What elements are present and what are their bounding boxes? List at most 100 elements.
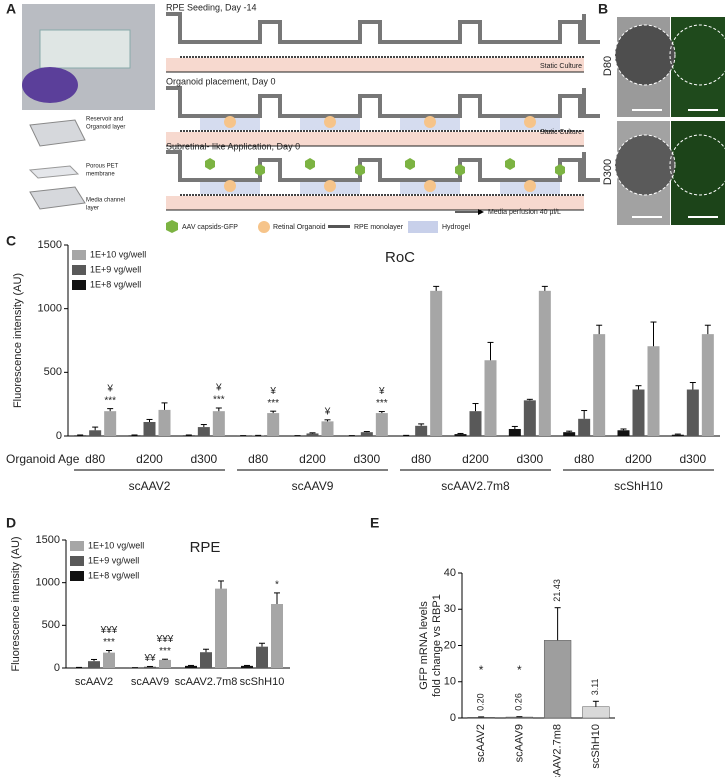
significance: *** [104, 395, 116, 406]
bar [307, 433, 319, 436]
x-tick-label: d300 [516, 452, 543, 466]
chart-title: RoC [385, 249, 415, 266]
bar [593, 334, 605, 436]
x-tick-label: scShH10 [240, 676, 285, 688]
bar [430, 291, 442, 436]
capsid [205, 158, 215, 170]
x-tick-label: d200 [625, 452, 652, 466]
capsid [555, 164, 565, 176]
step-title: Subretinal- like Application, Day 0 [166, 141, 300, 151]
value-label: 0.26 [514, 693, 524, 711]
y-tick-label: 1000 [38, 303, 62, 315]
y-tick-label: 1500 [36, 534, 60, 546]
bar [455, 434, 467, 436]
legend-swatch [70, 541, 84, 551]
significance: ¥ [106, 383, 113, 394]
bar [524, 400, 536, 436]
y-axis-label: Fluorescence intensity (AU) [10, 536, 22, 671]
x-tick-label: scAAV2.7m8 [175, 676, 238, 688]
legend-swatch [70, 571, 84, 581]
legend-text: 1E+8 vg/well [88, 570, 139, 580]
significance: *** [213, 395, 225, 406]
microscopy [615, 17, 726, 225]
organoid [324, 180, 336, 192]
bar [672, 435, 684, 436]
y-tick-label: 40 [444, 567, 456, 579]
panel-label: A [6, 1, 16, 17]
legend-icon [258, 221, 270, 233]
x-tick-label: scAAV2.7m8 [552, 724, 564, 777]
layer-label: layer [86, 206, 99, 212]
bar [267, 413, 279, 436]
y-tick-label: 1500 [38, 239, 62, 251]
significance: *** [376, 398, 388, 409]
x-tick-label: d300 [353, 452, 380, 466]
x-tick-label: d80 [411, 452, 431, 466]
step-title: Organoid placement, Day 0 [166, 76, 276, 86]
glove [22, 67, 78, 103]
organoid [524, 116, 536, 128]
layer-diagram: Reservoir and Organoid layer Porous PET … [30, 117, 125, 212]
perfusion-label: Media perfusion 40 µl/L [488, 209, 561, 216]
value-label: 21.43 [552, 579, 562, 602]
y-tick-label: 0 [450, 712, 456, 724]
bar [539, 291, 551, 436]
x-tick-label: d200 [299, 452, 326, 466]
row-label: D300 [602, 159, 614, 185]
x-tick-label: scAAV9 [131, 676, 169, 688]
significance: * [479, 663, 484, 677]
capsid [355, 164, 365, 176]
y-tick-label: 500 [44, 366, 62, 378]
bar [618, 430, 630, 436]
chart-title: RPE [190, 539, 221, 556]
legend-text: 1E+9 vg/well [90, 264, 141, 274]
y-tick-label: 10 [444, 676, 456, 688]
bar [633, 390, 645, 436]
x-tick-label: d300 [190, 452, 217, 466]
legend-text: 1E+10 vg/well [88, 540, 144, 550]
significance: ¥ [324, 406, 331, 417]
bar [256, 647, 268, 668]
bar [271, 604, 283, 668]
y-tick-label: 1000 [36, 577, 60, 589]
organoid [524, 180, 536, 192]
legend-swatch [72, 250, 86, 260]
bar [322, 421, 334, 436]
bar [563, 432, 575, 436]
legend-text: 1E+8 vg/well [90, 279, 141, 289]
significance: * [275, 580, 279, 591]
panel-label: C [6, 233, 16, 249]
significance: ¥ [269, 386, 276, 397]
panel-label: B [598, 1, 608, 17]
layer-label: Media channel [86, 198, 125, 204]
x-tick-label: d80 [574, 452, 594, 466]
capsid [305, 158, 315, 170]
legend-icon [166, 220, 178, 233]
bar [544, 640, 571, 718]
legend-text: RPE monolayer [354, 224, 404, 231]
bar [104, 411, 116, 436]
x-tick-label: d80 [85, 452, 105, 466]
significance: *** [159, 646, 171, 657]
legend-text: Hydrogel [442, 224, 470, 231]
x-tick-label: d300 [679, 452, 706, 466]
x-tick-label: d80 [248, 452, 268, 466]
bar [88, 661, 100, 668]
row-label: D80 [602, 56, 614, 76]
y-tick-label: 500 [42, 619, 60, 631]
bar [470, 411, 482, 436]
x-tick-label: d200 [136, 452, 163, 466]
bar [159, 410, 171, 436]
significance: ¥ [215, 383, 222, 394]
organoid [324, 116, 336, 128]
value-label: 3.11 [590, 678, 600, 695]
organoid [224, 116, 236, 128]
bar [215, 589, 227, 668]
legend-swatch [72, 280, 86, 290]
significance: ¥¥¥ [100, 625, 118, 636]
legend-text: 1E+9 vg/well [88, 555, 139, 565]
y-tick-label: 30 [444, 603, 456, 615]
bar [198, 427, 210, 436]
